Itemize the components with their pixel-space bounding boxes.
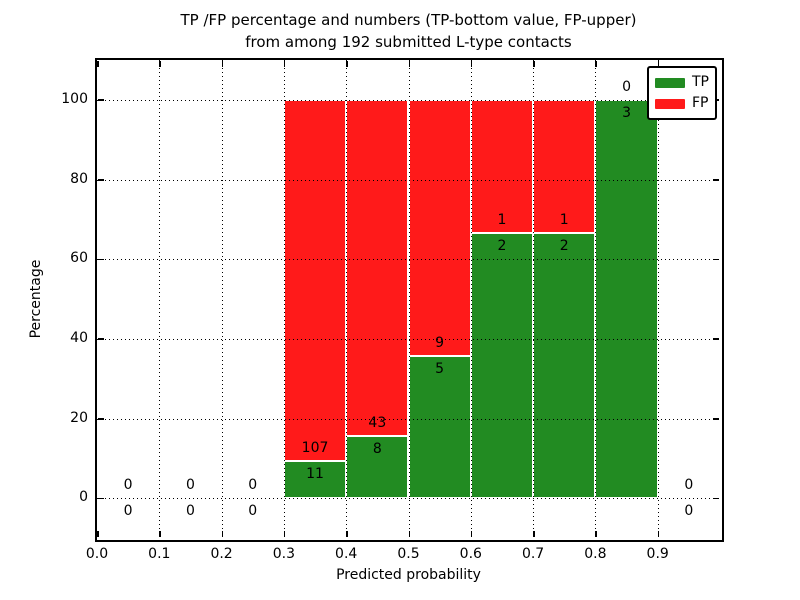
bar-tp-segment — [470, 232, 534, 499]
gridline-vertical — [657, 60, 659, 538]
tp-count-label: 0 — [248, 503, 258, 520]
chart-title: TP /FP percentage and numbers (TP-bottom… — [97, 9, 720, 53]
y-tick-label: 60 — [70, 250, 88, 267]
y-tick-label: 0 — [79, 489, 88, 506]
y-tickmark — [98, 258, 104, 261]
y-tick-label: 20 — [70, 409, 88, 426]
fp-swatch-icon — [655, 98, 685, 109]
x-tick-label: 0.2 — [210, 546, 233, 562]
y-tickmark — [98, 497, 104, 500]
x-tickmark-top — [657, 61, 660, 67]
gridline-vertical — [408, 60, 410, 538]
y-axis-label: Percentage — [28, 259, 44, 339]
gridline-vertical — [159, 60, 161, 538]
x-tickmark-top — [595, 61, 597, 67]
gridline-vertical — [221, 60, 223, 538]
fp-count-label: 1 — [497, 211, 507, 228]
y-tick-label: 80 — [70, 170, 88, 187]
tp-swatch-icon — [655, 77, 685, 88]
y-tickmark-right — [713, 338, 719, 340]
fp-count-label: 0 — [684, 477, 694, 494]
x-tick-label: 0.3 — [272, 546, 296, 562]
fp-count-label: 0 — [123, 477, 133, 494]
x-tickmark — [408, 531, 410, 537]
legend-label-fp: FP — [692, 95, 709, 111]
fp-count-label: 1 — [559, 211, 569, 228]
x-tickmark-top — [470, 61, 473, 67]
x-tick-label: 0.5 — [397, 546, 420, 562]
tp-count-label: 8 — [372, 440, 382, 457]
tp-count-label: 5 — [435, 360, 445, 377]
x-tickmark — [97, 531, 99, 537]
y-tickmark — [98, 418, 104, 420]
y-tickmark-right — [713, 179, 719, 181]
fp-count-label: 0 — [622, 78, 631, 95]
y-tick-label: 100 — [61, 90, 88, 107]
x-tick-label: 0.9 — [646, 546, 669, 562]
gridline-vertical — [470, 60, 472, 538]
x-tick-label: 0.0 — [85, 546, 109, 562]
x-tick-label: 0.1 — [148, 546, 171, 562]
fp-count-label: 0 — [185, 477, 195, 494]
gridline-vertical — [533, 60, 535, 538]
fp-count-label: 107 — [301, 440, 329, 457]
bar-tp-segment — [533, 232, 596, 499]
x-tickmark — [657, 531, 660, 537]
tp-count-label: 0 — [684, 503, 694, 520]
x-tickmark — [283, 531, 286, 537]
x-tickmark-top — [533, 61, 535, 67]
y-tickmark-right — [713, 258, 719, 261]
bar-tp-segment — [283, 461, 347, 499]
x-tickmark — [533, 531, 535, 537]
x-tickmark — [159, 531, 161, 537]
legend-entry-tp: TP — [655, 72, 709, 93]
x-tickmark-top — [408, 61, 410, 67]
chart-title-line2: from among 192 submitted L-type contacts — [245, 33, 572, 51]
legend-entry-fp: FP — [655, 93, 709, 114]
bar-fp-segment — [283, 99, 347, 462]
tp-count-label: 2 — [497, 237, 507, 254]
x-tickmark-top — [221, 61, 224, 67]
bar-tp-segment — [595, 99, 658, 499]
tp-count-label: 2 — [559, 237, 569, 254]
y-tickmark-right — [713, 418, 719, 420]
y-tickmark — [98, 179, 104, 181]
tp-count-label: 3 — [622, 104, 631, 121]
x-tick-label: 0.7 — [521, 546, 545, 562]
y-tick-label: 40 — [70, 329, 88, 346]
tp-count-label: 11 — [306, 466, 324, 483]
x-tickmark — [346, 531, 348, 537]
legend-label-tp: TP — [692, 74, 709, 90]
bar-fp-segment — [470, 99, 534, 233]
x-tickmark-top — [346, 61, 348, 67]
x-tickmark — [595, 531, 597, 537]
x-tickmark — [470, 531, 473, 537]
fp-count-label: 9 — [435, 334, 445, 351]
fp-count-label: 43 — [368, 414, 387, 431]
x-tickmark-top — [159, 61, 161, 67]
gridline-vertical — [346, 60, 348, 538]
bar-tp-segment — [346, 435, 409, 499]
x-tickmark-top — [97, 61, 99, 67]
bar-fp-segment — [346, 99, 409, 436]
y-tickmark — [98, 99, 104, 101]
x-tickmark-top — [283, 61, 286, 67]
chart-title-line1: TP /FP percentage and numbers (TP-bottom… — [180, 11, 637, 29]
gridline-vertical — [283, 60, 285, 538]
x-axis-label: Predicted probability — [336, 567, 481, 583]
x-tick-label: 0.8 — [584, 546, 607, 562]
tp-count-label: 0 — [185, 503, 195, 520]
x-tick-label: 0.6 — [459, 546, 482, 562]
legend: TP FP — [647, 66, 717, 120]
bar-fp-segment — [408, 99, 471, 356]
x-tickmark — [221, 531, 224, 537]
y-tickmark — [98, 338, 104, 340]
gridline-vertical — [595, 60, 597, 538]
tp-count-label: 0 — [123, 503, 133, 520]
fp-count-label: 0 — [248, 477, 258, 494]
x-tick-label: 0.4 — [335, 546, 358, 562]
y-tickmark-right — [713, 497, 719, 500]
